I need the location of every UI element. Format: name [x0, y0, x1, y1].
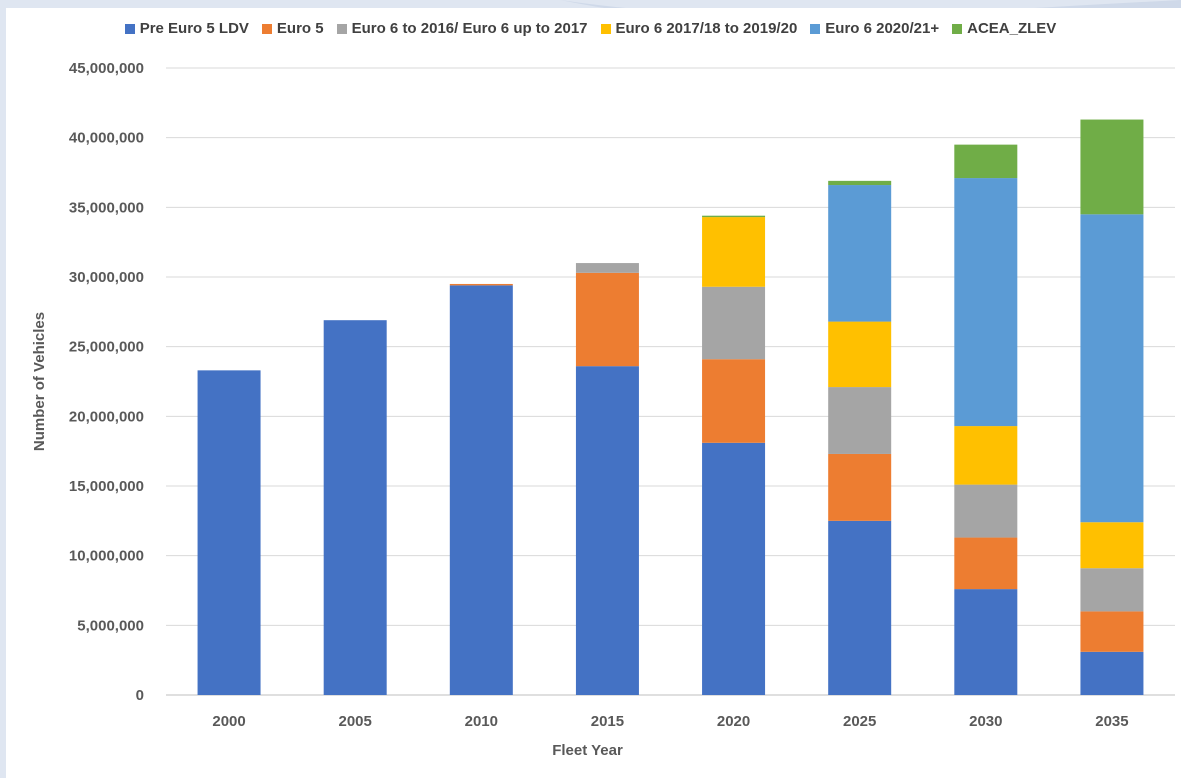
bar-segment	[1080, 119, 1144, 215]
bar-segment	[449, 285, 513, 695]
bar-segment	[954, 484, 1018, 538]
legend-label: Euro 6 2020/21+	[825, 20, 940, 37]
legend-label: Pre Euro 5 LDV	[139, 20, 249, 37]
y-tick-label: 10,000,000	[69, 548, 144, 565]
y-tick-label: 0	[136, 687, 144, 704]
legend-item: Euro 6 2020/21+	[810, 20, 939, 37]
bar-segment	[828, 180, 892, 186]
legend-item: Euro 5	[261, 20, 324, 37]
bar-segment	[828, 321, 892, 388]
legend-item: ACEA_ZLEV	[952, 20, 1056, 37]
bar-segment	[575, 263, 639, 273]
bar-segment	[1080, 214, 1144, 523]
x-tick-label: 2005	[339, 713, 372, 730]
x-axis-title: Fleet Year	[552, 742, 623, 759]
bar-segment	[702, 286, 766, 360]
x-tick-label: 2030	[969, 713, 1002, 730]
y-tick-label: 20,000,000	[69, 408, 144, 425]
x-tick-label: 2035	[1095, 713, 1128, 730]
legend-label: ACEA_ZLEV	[967, 20, 1057, 37]
bar-segment	[575, 272, 639, 367]
bar-segment	[702, 442, 766, 695]
legend-label: Euro 6 2017/18 to 2019/20	[615, 20, 798, 37]
legend-label: Euro 6 to 2016/ Euro 6 up to 2017	[351, 20, 588, 37]
x-tick-label: 2000	[212, 713, 245, 730]
bar-segment	[828, 387, 892, 454]
x-tick-label: 2020	[717, 713, 750, 730]
bar-segment	[954, 144, 1018, 179]
bar-segment	[1080, 522, 1144, 569]
y-axis-title: Number of Vehicles	[31, 312, 48, 451]
bar-segment	[449, 283, 513, 286]
bar-segment	[954, 178, 1018, 427]
bar-segment	[828, 520, 892, 695]
bar-segment	[1080, 651, 1144, 695]
legend-swatch	[952, 23, 963, 34]
y-tick-label: 5,000,000	[77, 617, 144, 634]
bar-segment	[954, 589, 1018, 695]
legend-swatch	[600, 23, 611, 34]
x-tick-label: 2015	[591, 713, 624, 730]
legend-swatch	[261, 23, 272, 34]
chart-legend: Pre Euro 5 LDV Euro 5 Euro 6 to 2016/ Euro…	[0, 20, 1181, 37]
bar-segment	[702, 217, 766, 287]
bar-segment	[1080, 568, 1144, 612]
bar-segment	[954, 426, 1018, 485]
legend-label: Euro 5	[276, 20, 324, 37]
legend-item: Euro 6 2017/18 to 2019/20	[600, 20, 798, 37]
y-tick-label: 45,000,000	[69, 60, 144, 77]
bar-segment	[828, 185, 892, 322]
legend-item: Pre Euro 5 LDV	[124, 20, 249, 37]
legend-item: Euro 6 to 2016/ Euro 6 up to 2017	[336, 20, 588, 37]
x-tick-label: 2010	[465, 713, 498, 730]
bar-segment	[575, 366, 639, 695]
bar-segment	[1080, 611, 1144, 652]
y-tick-label: 30,000,000	[69, 269, 144, 286]
bar-segment	[828, 453, 892, 521]
y-tick-label: 25,000,000	[69, 339, 144, 356]
x-tick-label: 2025	[843, 713, 876, 730]
legend-swatch	[336, 23, 347, 34]
bar-segment	[702, 215, 766, 218]
y-tick-label: 40,000,000	[69, 130, 144, 147]
legend-swatch	[124, 23, 135, 34]
bar-segment	[197, 370, 261, 695]
bar-segment	[954, 537, 1018, 590]
y-tick-label: 35,000,000	[69, 199, 144, 216]
bar-segment	[323, 320, 387, 695]
bar-segment	[702, 359, 766, 443]
y-tick-label: 15,000,000	[69, 478, 144, 495]
legend-swatch	[810, 23, 821, 34]
